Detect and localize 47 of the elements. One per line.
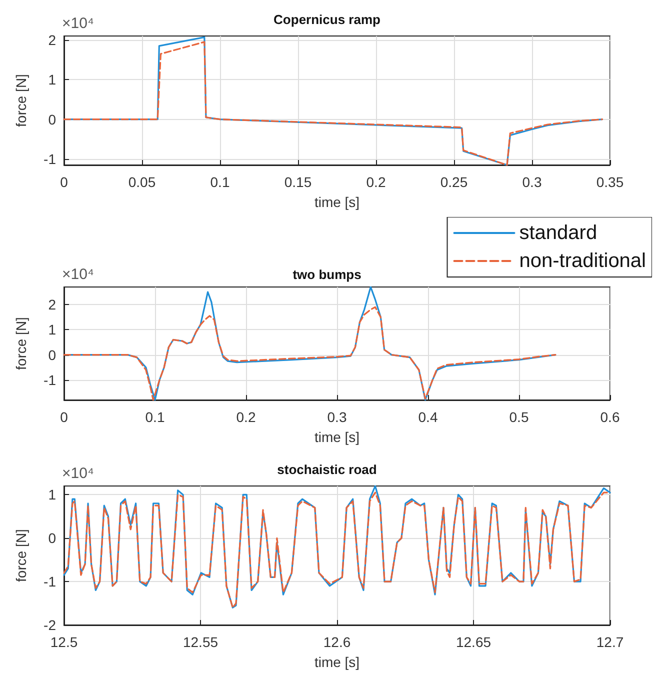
- y-tick-label: -2: [44, 617, 56, 633]
- x-axis-title: time [s]: [314, 654, 360, 670]
- text: ×10⁴: [62, 15, 94, 32]
- x-tick-label: 0.1: [210, 174, 230, 190]
- y-tick-label: 2: [48, 32, 56, 48]
- y-tick-label: 0: [48, 346, 56, 363]
- x-tick-label: 0.05: [128, 174, 156, 190]
- chart-title: Copernicus ramp: [274, 12, 381, 27]
- text: ×10⁴: [62, 266, 94, 283]
- y-axis-title: force [N]: [13, 529, 29, 582]
- text: ×10⁴: [62, 465, 94, 482]
- chart-title: two bumps: [292, 267, 362, 282]
- legend-label: non-traditional: [519, 250, 646, 272]
- x-tick-label: 12.65: [456, 634, 492, 650]
- x-tick-label: 0.4: [418, 409, 438, 425]
- chart-title: stochaistic road: [277, 462, 377, 477]
- x-axis-title: time [s]: [314, 429, 360, 445]
- y-axis-title: force [N]: [13, 317, 29, 370]
- y-tick-label: -1: [44, 372, 56, 388]
- y-tick-label: 1: [48, 72, 56, 88]
- y-tick-label: -1: [44, 574, 56, 590]
- y-tick-label: 2: [48, 296, 56, 313]
- line-series: [63, 306, 556, 401]
- x-axis-title: time [s]: [314, 194, 360, 210]
- x-tick-label: 0.3: [522, 174, 542, 190]
- x-tick-label: 0.2: [366, 174, 386, 190]
- x-tick-label: 12.7: [596, 634, 624, 650]
- x-tick-label: 12.55: [182, 634, 218, 650]
- x-tick-label: 12.6: [323, 634, 351, 650]
- y-tick-label: -1: [44, 151, 56, 168]
- x-tick-label: 0.6: [600, 409, 620, 425]
- x-tick-label: 0.2: [236, 409, 256, 425]
- legend-label: standard: [519, 222, 598, 244]
- x-tick-label: 0.1: [145, 409, 165, 425]
- x-tick-label: 0.5: [509, 409, 529, 425]
- x-tick-label: 0.35: [596, 174, 624, 190]
- y-tick-label: 0: [48, 111, 56, 128]
- y-axis-title: force [N]: [13, 74, 29, 127]
- x-tick-label: 0.15: [284, 174, 312, 190]
- y-tick-label: 1: [48, 486, 56, 503]
- y-tick-label: 0: [48, 530, 56, 546]
- x-tick-label: 0: [60, 409, 68, 425]
- x-tick-label: 0: [60, 174, 68, 190]
- x-tick-label: 12.5: [50, 634, 78, 650]
- y-tick-label: 1: [48, 322, 56, 338]
- x-tick-label: 0.25: [440, 174, 468, 190]
- x-tick-label: 0.3: [327, 409, 347, 425]
